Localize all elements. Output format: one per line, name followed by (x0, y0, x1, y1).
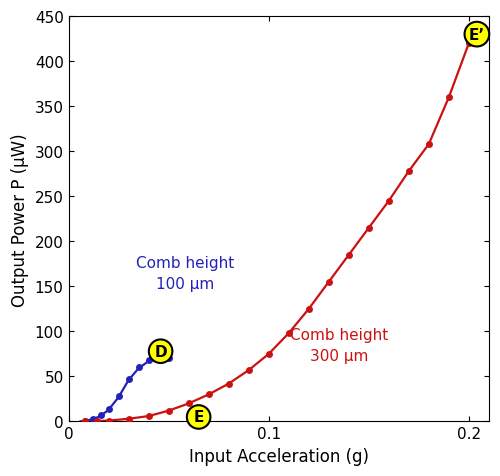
Point (425, 141, 433, 149)
Point (104, 417, 112, 425)
Point (224, 380, 232, 387)
Point (80, 418, 88, 426)
Point (164, 355, 172, 362)
Text: D: D (154, 344, 167, 359)
Point (104, 405, 112, 413)
X-axis label: Input Acceleration (g): Input Acceleration (g) (188, 447, 368, 465)
Text: E’: E’ (469, 28, 485, 42)
Point (264, 350, 272, 358)
Point (284, 330, 292, 337)
Text: Comb height
100 μm: Comb height 100 μm (136, 255, 234, 291)
Point (325, 278, 333, 286)
Point (304, 306, 312, 313)
Point (204, 391, 212, 398)
Point (385, 198, 393, 205)
Point (134, 364, 142, 371)
Point (144, 357, 152, 364)
Point (244, 367, 252, 374)
Point (164, 407, 172, 415)
Point (114, 393, 122, 400)
Point (465, 40, 473, 48)
Point (96, 411, 104, 419)
Text: E: E (194, 410, 204, 425)
Point (124, 376, 132, 383)
Point (445, 94, 453, 102)
Point (88, 415, 96, 423)
Point (124, 415, 132, 423)
Point (345, 251, 353, 259)
Point (144, 412, 152, 420)
Point (365, 225, 373, 232)
Text: Comb height
300 μm: Comb height 300 μm (290, 327, 388, 363)
Point (92, 418, 100, 426)
Point (184, 400, 192, 407)
Point (154, 355, 162, 362)
Point (405, 168, 413, 176)
Point (80, 417, 88, 425)
Y-axis label: Output Power P (μW): Output Power P (μW) (11, 133, 29, 306)
